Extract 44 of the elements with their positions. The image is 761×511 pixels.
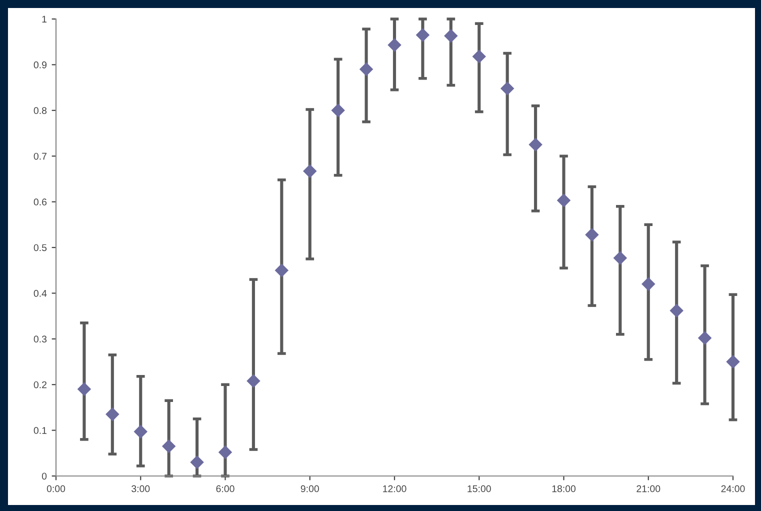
point <box>190 456 204 469</box>
x-tick-label: 0:00 <box>46 485 66 492</box>
point <box>472 50 486 64</box>
point <box>360 62 373 76</box>
x-tick-label: 6:00 <box>216 485 234 492</box>
y-tick-label: 0.4 <box>34 290 47 297</box>
point <box>726 355 740 368</box>
point <box>614 251 627 265</box>
point <box>303 164 316 178</box>
point <box>585 228 599 242</box>
point <box>500 82 514 96</box>
point <box>134 425 148 438</box>
point <box>557 194 570 208</box>
x-tick-label: 12:00 <box>383 485 406 492</box>
point <box>670 304 684 318</box>
point <box>246 374 260 388</box>
point <box>444 29 458 42</box>
y-tick-label: 0 <box>42 472 47 480</box>
point <box>388 38 402 52</box>
x-tick-label: 21:00 <box>636 485 660 492</box>
point <box>106 408 120 421</box>
y-tick-label: 0.2 <box>34 381 46 388</box>
point <box>416 28 430 42</box>
point <box>78 382 91 396</box>
y-tick-label: 0.1 <box>34 427 46 434</box>
point <box>218 446 232 459</box>
y-tick-label: 0.5 <box>34 244 47 252</box>
point <box>642 277 655 291</box>
x-tick-label: 15:00 <box>468 485 491 492</box>
y-tick-label: 0.7 <box>34 152 46 160</box>
point <box>698 331 712 345</box>
y-tick-label: 0.9 <box>34 61 47 68</box>
point <box>528 138 542 152</box>
y-tick-label: 0.3 <box>34 336 47 343</box>
point <box>331 104 345 117</box>
x-tick-label: 24:00 <box>721 485 745 492</box>
y-tick-label: 0.6 <box>34 198 47 206</box>
x-tick-label: 18:00 <box>552 485 576 492</box>
point <box>162 440 176 453</box>
point <box>275 264 288 277</box>
y-tick-label: 0.8 <box>34 107 47 114</box>
x-tick-label: 3:00 <box>132 485 150 492</box>
y-tick-label: 1 <box>42 16 46 23</box>
x-tick-label: 9:00 <box>300 485 319 492</box>
